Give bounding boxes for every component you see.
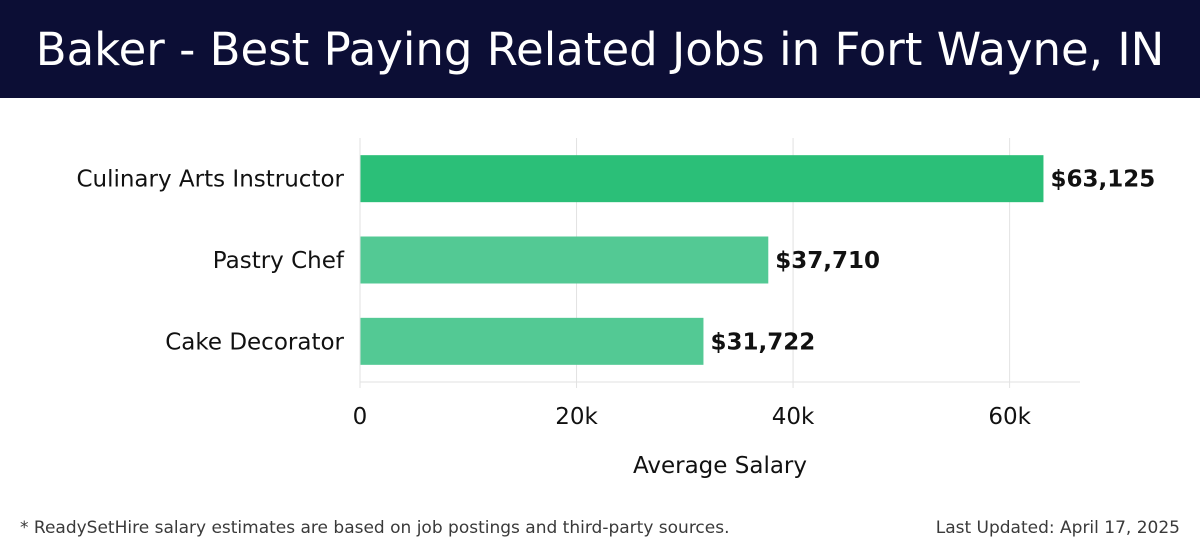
footer-note: * ReadySetHire salary estimates are base… <box>20 518 730 538</box>
bar-1 <box>360 236 769 284</box>
bar-2 <box>360 317 704 365</box>
x-tick-label-0: 0 <box>353 404 368 430</box>
chart-title: Baker - Best Paying Related Jobs in Fort… <box>35 22 1165 76</box>
x-axis-title: Average Salary <box>633 453 807 479</box>
salary-bar-chart: $63,125 Culinary Arts Instructor $37,710 Pa… <box>76 138 1155 479</box>
bar-0 <box>360 155 1044 203</box>
value-label-2: $31,722 <box>710 329 815 355</box>
x-tick-label-1: 20k <box>555 404 598 430</box>
last-updated: Last Updated: April 17, 2025 <box>935 518 1180 538</box>
category-label-1: Pastry Chef <box>213 248 345 274</box>
value-label-0: $63,125 <box>1050 167 1155 193</box>
x-tick-label-2: 40k <box>772 404 815 430</box>
category-label-2: Cake Decorator <box>165 329 344 355</box>
x-tick-label-3: 60k <box>988 404 1031 430</box>
header-banner: Baker - Best Paying Related Jobs in Fort… <box>0 0 1200 98</box>
category-label-0: Culinary Arts Instructor <box>76 167 344 193</box>
value-label-1: $37,710 <box>775 248 880 274</box>
